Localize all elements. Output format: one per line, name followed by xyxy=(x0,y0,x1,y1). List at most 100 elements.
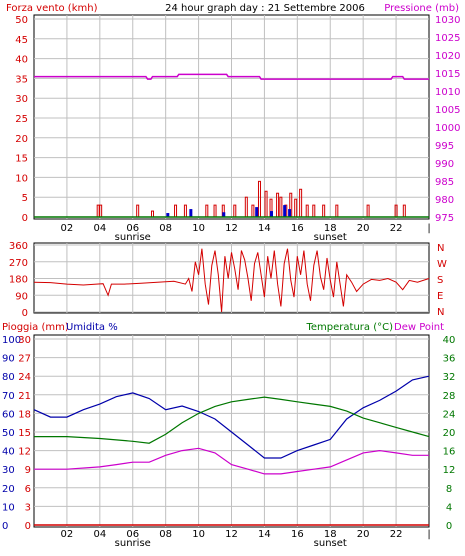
wind-bar xyxy=(136,204,140,218)
rain-y-tick: 3 xyxy=(25,502,31,513)
x-tick-wind: 22 xyxy=(390,223,403,234)
sunrise-label-hum: sunrise xyxy=(115,538,151,549)
temperature-y-tick: 16 xyxy=(443,447,456,458)
wind-y-tick: 15 xyxy=(15,154,28,165)
rain-y-tick: 6 xyxy=(25,484,31,495)
direction-y-tick: 90 xyxy=(15,291,28,302)
pressure-y-tick: 1005 xyxy=(435,105,460,116)
direction-y-tick: 180 xyxy=(9,275,28,286)
x-tick-hum: 10 xyxy=(192,529,205,540)
compass-label: N xyxy=(437,243,444,254)
wind-y-tick: 25 xyxy=(15,114,28,125)
pressure-y-tick: 980 xyxy=(435,195,454,206)
x-tick-wind: 20 xyxy=(357,223,370,234)
x-tick-wind: 06 xyxy=(126,223,139,234)
wind-direction-line xyxy=(33,248,430,313)
humidity-y-tick: 90 xyxy=(2,354,15,365)
compass-label: E xyxy=(437,291,443,302)
pressure-axis-label: Pressione (mb) xyxy=(384,3,459,14)
grid-lines xyxy=(34,15,429,527)
compass-label: S xyxy=(437,275,443,286)
wind-y-tick: 40 xyxy=(15,55,28,66)
wind-y-tick: 20 xyxy=(15,134,28,145)
wind-bar-blue xyxy=(189,209,193,217)
humidity-y-tick: 40 xyxy=(2,447,15,458)
humidity-y-tick: 60 xyxy=(2,409,15,420)
direction-y-tick: 270 xyxy=(9,258,28,269)
x-tick-wind: 02 xyxy=(61,223,74,234)
rain-y-tick: 27 xyxy=(18,354,31,365)
data-marks xyxy=(33,73,430,526)
humidity-y-tick: 80 xyxy=(2,372,15,383)
wind-bar xyxy=(251,204,255,218)
humidity-line xyxy=(33,375,430,459)
humidity-y-tick: 30 xyxy=(2,465,15,476)
wind-bar xyxy=(264,190,268,218)
wind-bar xyxy=(257,180,261,218)
x-tick-wind: 04 xyxy=(93,223,106,234)
wind-y-tick: 10 xyxy=(15,173,28,184)
wind-bar-blue xyxy=(283,205,287,217)
pressure-y-tick: 975 xyxy=(435,213,454,224)
x-tick-end-hum: | xyxy=(427,529,430,540)
rain-y-tick: 21 xyxy=(18,391,31,402)
pressure-line xyxy=(34,73,429,80)
wind-bar xyxy=(305,204,309,218)
temperature-y-tick: 24 xyxy=(443,409,456,420)
rain-y-tick: 0 xyxy=(25,521,31,532)
x-tick-hum: 04 xyxy=(93,529,106,540)
wind-bar xyxy=(312,204,316,218)
wind-bar xyxy=(299,188,303,218)
pressure-y-tick: 1025 xyxy=(435,33,460,44)
wind-bar xyxy=(96,204,100,218)
direction-y-tick: 360 xyxy=(9,241,28,252)
wind-axis-label: Forza vento (kmh) xyxy=(6,3,98,14)
wind-bar xyxy=(335,204,339,218)
wind-y-tick: 30 xyxy=(15,94,28,105)
pressure-y-tick: 1010 xyxy=(435,87,460,98)
humidity-y-tick: 10 xyxy=(2,502,15,513)
temperature-y-tick: 0 xyxy=(446,521,452,532)
sunset-label-wind: sunset xyxy=(314,232,347,243)
wind-y-tick: 0 xyxy=(22,213,28,224)
x-tick-wind: 16 xyxy=(291,223,304,234)
x-tick-hum: 02 xyxy=(61,529,74,540)
humidity-y-tick: 20 xyxy=(2,484,15,495)
x-tick-hum: 18 xyxy=(324,529,337,540)
wind-bar xyxy=(99,204,103,218)
x-tick-hum: 20 xyxy=(357,529,370,540)
humidity-axis-label: Umidita % xyxy=(66,322,118,333)
x-tick-wind: 14 xyxy=(258,223,271,234)
x-tick-wind: 18 xyxy=(324,223,337,234)
pressure-y-tick: 1000 xyxy=(435,123,460,134)
x-tick-hum: 06 xyxy=(126,529,139,540)
wind-bar xyxy=(174,204,178,218)
wind-bar xyxy=(244,196,248,218)
x-tick-hum: 22 xyxy=(390,529,403,540)
wind-bar-blue xyxy=(255,207,259,217)
x-tick-hum: 16 xyxy=(291,529,304,540)
x-tick-wind: 08 xyxy=(159,223,172,234)
wind-y-tick: 50 xyxy=(15,15,28,26)
x-tick-hum: 14 xyxy=(258,529,271,540)
sunrise-label-wind: sunrise xyxy=(115,232,151,243)
rain-axis-label: Pioggia (mm) xyxy=(2,322,69,333)
x-tick-hum: 12 xyxy=(225,529,238,540)
wind-bar xyxy=(366,204,370,218)
direction-y-tick: 0 xyxy=(22,308,28,319)
dewpoint-line xyxy=(34,447,429,475)
wind-y-tick: 5 xyxy=(22,193,28,204)
wind-bar xyxy=(233,204,237,218)
x-tick-wind: 12 xyxy=(225,223,238,234)
wind-bar-blue xyxy=(166,213,170,217)
sunset-label-hum: sunset xyxy=(314,538,347,549)
temperature-y-tick: 4 xyxy=(446,502,452,513)
rain-y-tick: 24 xyxy=(18,372,31,383)
rain-y-tick: 30 xyxy=(18,335,31,346)
tick-labels: 0510152025303540455097598098599099510001… xyxy=(2,15,460,549)
pressure-y-tick: 990 xyxy=(435,159,454,170)
temperature-y-tick: 12 xyxy=(443,465,456,476)
compass-label: W xyxy=(437,259,447,270)
